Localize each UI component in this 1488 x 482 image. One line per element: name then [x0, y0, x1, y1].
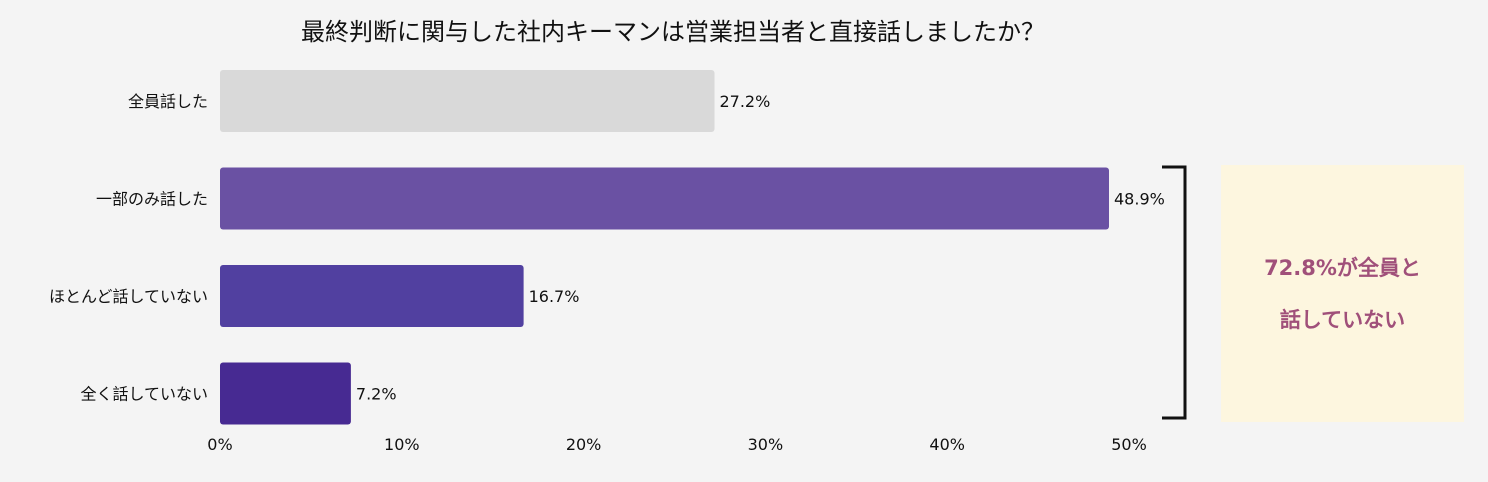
chart-title: 最終判断に関与した社内キーマンは営業担当者と直接話しましたか？ [301, 18, 1045, 46]
bar-3 [220, 265, 524, 327]
category-label-4: 全く話していない [80, 385, 208, 404]
annotation-line-2: 話していない [1279, 307, 1406, 332]
group-bracket [1162, 165, 1187, 420]
annotation-line-1: 72.8%が全員と [1264, 255, 1421, 280]
data-label-2: 48.9% [1114, 190, 1165, 209]
category-label-3: ほとんど話していない [49, 287, 208, 306]
category-label-2: 一部のみ話した [96, 190, 208, 209]
data-label-1: 27.2% [719, 92, 770, 111]
x-tick-label-4: 30% [748, 435, 784, 454]
bar-1 [220, 70, 715, 132]
x-tick-label-6: 50% [1111, 435, 1147, 454]
data-label-3: 16.7% [529, 287, 580, 306]
x-tick-label-2: 10% [384, 435, 420, 454]
x-tick-label-5: 40% [929, 435, 965, 454]
x-tick-label-1: 0% [207, 435, 232, 454]
x-tick-label-3: 20% [566, 435, 602, 454]
bar-2 [220, 167, 1110, 230]
category-label-1: 全員話した [128, 92, 208, 111]
data-label-4: 7.2% [356, 385, 397, 404]
annotation-callout: 72.8%が全員と 話していない [1221, 165, 1464, 422]
bar-4 [220, 362, 351, 425]
